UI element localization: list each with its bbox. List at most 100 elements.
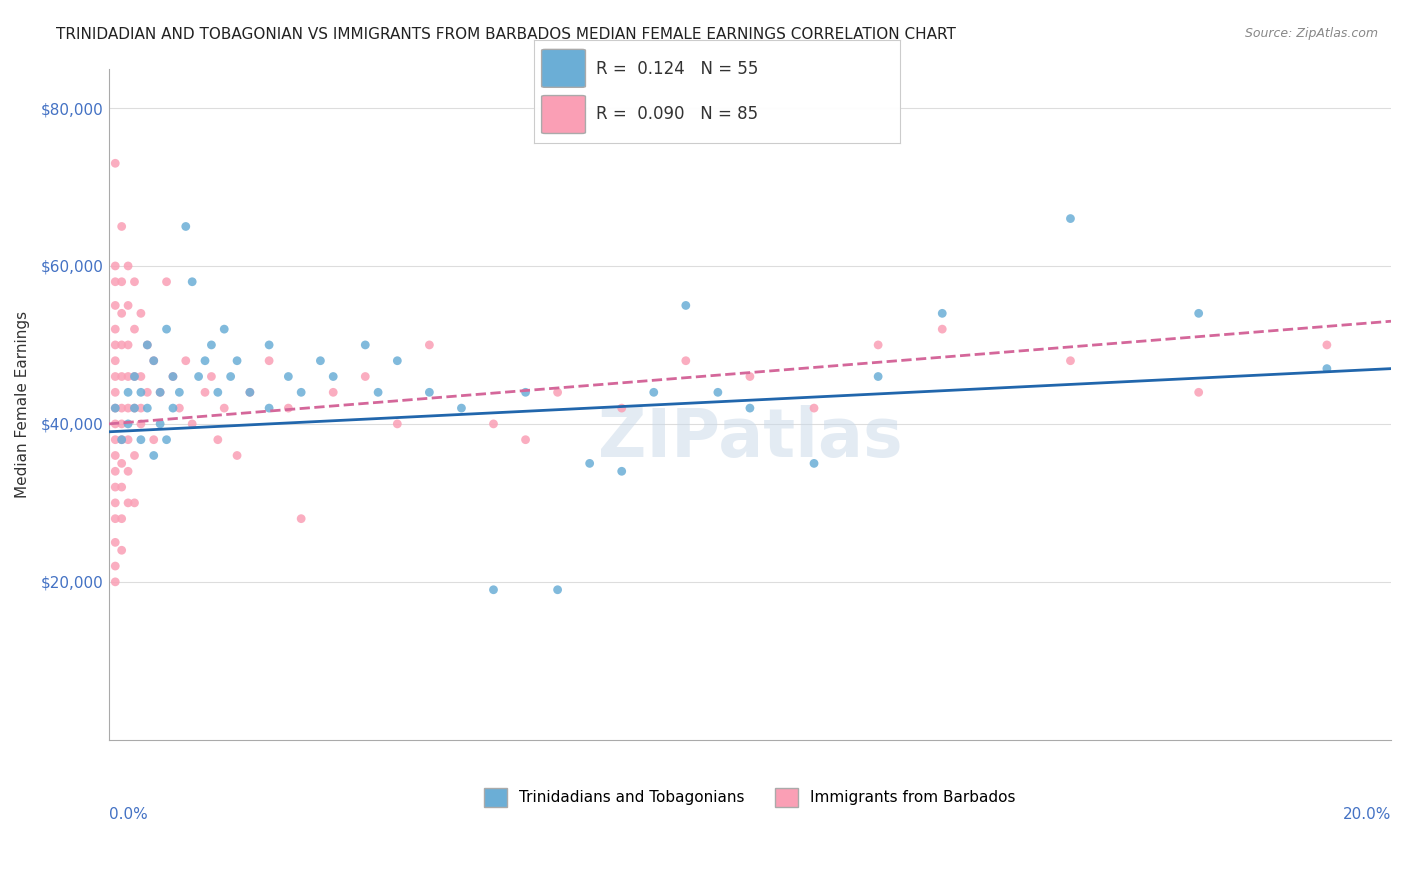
Point: [418, 338, 440, 352]
Point: [129, 306, 152, 320]
Point: [354, 369, 377, 384]
Point: [257, 338, 280, 352]
Point: [129, 417, 152, 431]
Point: [142, 449, 165, 463]
Point: [129, 369, 152, 384]
Point: [111, 433, 134, 447]
Text: ZIPatlas: ZIPatlas: [598, 405, 903, 471]
Point: [104, 433, 127, 447]
Point: [117, 496, 139, 510]
Point: [387, 417, 409, 431]
Point: [111, 543, 134, 558]
Point: [149, 417, 172, 431]
Point: [194, 353, 217, 368]
Point: [675, 353, 697, 368]
Point: [124, 401, 146, 416]
Point: [104, 417, 127, 431]
Point: [162, 401, 184, 416]
Point: [187, 369, 209, 384]
Point: [104, 401, 127, 416]
Point: [162, 369, 184, 384]
Point: [104, 338, 127, 352]
FancyBboxPatch shape: [541, 49, 585, 87]
Point: [104, 322, 127, 336]
Y-axis label: Median Female Earnings: Median Female Earnings: [15, 310, 30, 498]
Point: [129, 401, 152, 416]
Point: [104, 511, 127, 525]
Point: [322, 385, 344, 400]
Point: [104, 156, 127, 170]
Point: [155, 275, 177, 289]
Point: [104, 298, 127, 312]
Point: [547, 385, 569, 400]
Point: [181, 275, 204, 289]
Point: [707, 385, 730, 400]
Point: [111, 401, 134, 416]
Point: [174, 353, 197, 368]
Point: [117, 464, 139, 478]
Point: [104, 496, 127, 510]
Point: [111, 511, 134, 525]
Point: [136, 338, 159, 352]
Point: [194, 385, 217, 400]
Point: [169, 385, 191, 400]
Point: [207, 433, 229, 447]
Point: [277, 369, 299, 384]
Point: [104, 464, 127, 478]
Point: [111, 338, 134, 352]
Point: [515, 385, 537, 400]
Point: [868, 338, 890, 352]
Point: [931, 322, 953, 336]
Point: [1059, 211, 1081, 226]
Point: [117, 401, 139, 416]
Point: [104, 480, 127, 494]
Point: [124, 275, 146, 289]
Text: Source: ZipAtlas.com: Source: ZipAtlas.com: [1244, 27, 1378, 40]
Point: [578, 456, 600, 470]
Point: [111, 275, 134, 289]
Point: [418, 385, 440, 400]
Point: [142, 353, 165, 368]
Point: [290, 385, 312, 400]
Point: [803, 456, 825, 470]
Point: [169, 401, 191, 416]
Point: [117, 385, 139, 400]
Point: [111, 369, 134, 384]
Point: [149, 385, 172, 400]
Point: [117, 369, 139, 384]
Text: 0.0%: 0.0%: [108, 807, 148, 822]
Point: [1059, 353, 1081, 368]
Point: [124, 401, 146, 416]
Point: [1188, 306, 1211, 320]
Point: [610, 464, 633, 478]
Point: [124, 449, 146, 463]
Point: [803, 401, 825, 416]
Point: [868, 369, 890, 384]
Point: [367, 385, 389, 400]
Point: [117, 433, 139, 447]
Point: [277, 401, 299, 416]
Text: TRINIDADIAN AND TOBAGONIAN VS IMMIGRANTS FROM BARBADOS MEDIAN FEMALE EARNINGS CO: TRINIDADIAN AND TOBAGONIAN VS IMMIGRANTS…: [56, 27, 956, 42]
Point: [610, 401, 633, 416]
Point: [200, 369, 222, 384]
Point: [1316, 338, 1339, 352]
Point: [239, 385, 262, 400]
Point: [1316, 361, 1339, 376]
Point: [111, 306, 134, 320]
Point: [547, 582, 569, 597]
Point: [104, 401, 127, 416]
Point: [136, 385, 159, 400]
Point: [111, 219, 134, 234]
Text: 20.0%: 20.0%: [1343, 807, 1391, 822]
Point: [257, 401, 280, 416]
Point: [104, 369, 127, 384]
Point: [219, 369, 242, 384]
Point: [322, 369, 344, 384]
Point: [104, 574, 127, 589]
Point: [104, 535, 127, 549]
Point: [142, 433, 165, 447]
Point: [450, 401, 472, 416]
Point: [162, 369, 184, 384]
Point: [104, 449, 127, 463]
Point: [257, 353, 280, 368]
